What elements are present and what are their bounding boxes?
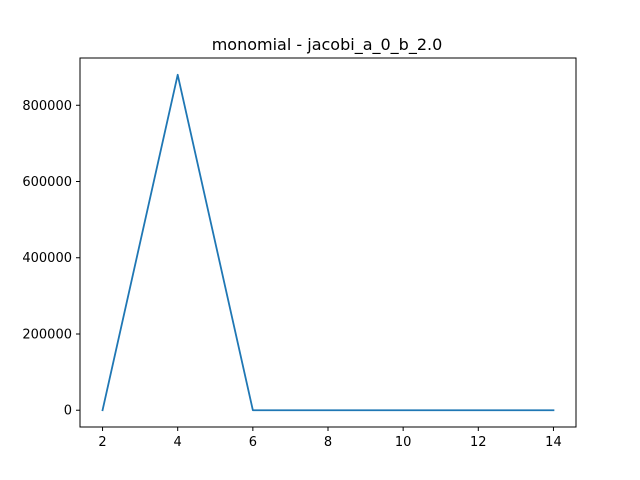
x-tick-label: 4	[174, 435, 182, 450]
y-tick-label: 800000	[22, 99, 72, 114]
chart-title: monomial - jacobi_a_0_b_2.0	[212, 35, 443, 55]
y-tick-label: 0	[64, 404, 72, 419]
y-tick-label: 200000	[22, 327, 72, 342]
x-tick-label: 12	[470, 435, 487, 450]
series-line	[101, 73, 555, 412]
axes-frame	[79, 57, 577, 428]
plot-area: 2 4 6 8 10 12 14 0 200000 400000 600000 800000	[22, 57, 577, 450]
x-tick-label: 10	[395, 435, 412, 450]
y-tick-label: 400000	[22, 251, 72, 266]
y-tick-label: 600000	[22, 175, 72, 190]
x-tick-label: 14	[545, 435, 562, 450]
x-tick-label: 8	[324, 435, 332, 450]
x-tick-label: 6	[249, 435, 257, 450]
x-tick-label: 2	[98, 435, 106, 450]
